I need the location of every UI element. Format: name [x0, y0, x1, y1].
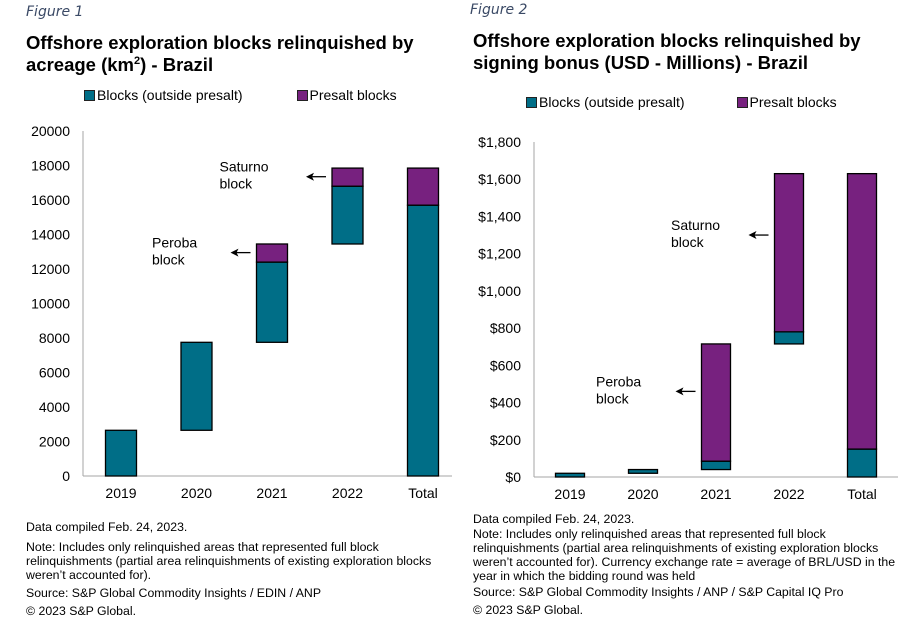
y-tick-label: 10000 — [31, 296, 70, 312]
y-tick-label: 16000 — [31, 192, 70, 208]
annotation-label: block — [152, 252, 186, 268]
bar-presalt-2021 — [700, 343, 732, 462]
note-data-compiled: Data compiled Feb. 24, 2023. — [473, 512, 635, 526]
figure-1-panel: Figure 1 Offshore exploration blocks rel… — [26, 4, 452, 618]
legend-label: Blocks (outside presalt) — [97, 87, 243, 103]
x-tick-label: 2022 — [332, 485, 363, 501]
bar-blocks-2019 — [554, 472, 586, 478]
bar-blocks-2019 — [104, 429, 138, 477]
legend-item-blocks: Blocks (outside presalt) — [526, 94, 685, 110]
x-tick-label: 2021 — [700, 486, 731, 502]
chart-legend: Blocks (outside presalt) Presalt blocks — [84, 87, 397, 103]
legend-item-blocks: Blocks (outside presalt) — [84, 87, 243, 103]
x-tick-label: 2019 — [554, 486, 585, 502]
legend-label: Presalt blocks — [309, 87, 397, 103]
note-data-compiled: Data compiled Feb. 24, 2023. — [26, 520, 188, 534]
signing-bonus-chart: $0 $200 $400 $600 $800 $1,000 $1,200 $1,400 $1,6… — [478, 134, 898, 502]
note-copyright: © 2023 S&P Global. — [473, 603, 584, 617]
y-tick-label: 6000 — [39, 365, 70, 381]
y-tick-label: 4000 — [39, 399, 70, 415]
note-source: Source: S&P Global Commodity Insights / … — [26, 586, 322, 600]
annotation-label: Saturno — [671, 217, 720, 233]
y-tick-label: $1,000 — [478, 283, 521, 299]
x-tick-label: 2022 — [773, 486, 804, 502]
annotation-arrow-head-icon — [748, 231, 757, 240]
annotation-label: Peroba — [152, 235, 197, 251]
chart-title: Offshore exploration blocks relinquished… — [473, 30, 861, 73]
chart-title-superscript: 2 — [133, 55, 141, 67]
annotation-label: Saturno — [220, 159, 269, 175]
annotation-label: block — [596, 390, 630, 406]
legend-swatch-presalt — [296, 89, 308, 101]
y-tick-label: $600 — [490, 357, 521, 373]
y-tick-label: $800 — [490, 320, 521, 336]
note-text: Note: Includes only relinquished areas t… — [473, 527, 896, 583]
annotation-label: block — [671, 234, 705, 250]
y-tick-label: $1,400 — [478, 208, 521, 224]
legend-label: Blocks (outside presalt) — [539, 94, 685, 110]
chart-title-end: ) - Brazil — [140, 54, 214, 75]
bar-blocks-total — [846, 448, 878, 478]
y-tick-label: $400 — [490, 395, 521, 411]
x-tick-label: Total — [847, 486, 877, 502]
y-tick-label: $1,600 — [478, 171, 521, 187]
legend-swatch-blocks — [526, 96, 537, 108]
y-tick-label: 2000 — [39, 434, 70, 450]
annotation-label: Peroba — [596, 373, 641, 389]
bar-blocks-total — [406, 204, 440, 477]
annotation-label: block — [220, 176, 254, 192]
bar-blocks-2020 — [180, 341, 213, 431]
bar-presalt-2022 — [773, 172, 805, 333]
chart-title: Offshore exploration blocks relinquished… — [26, 32, 446, 76]
bar-presalt-total — [406, 167, 440, 206]
bar-blocks-2022 — [331, 185, 364, 245]
chart-legend: Blocks (outside presalt) Presalt blocks — [526, 94, 837, 110]
x-tick-label: 2020 — [627, 486, 658, 502]
x-tick-label: 2020 — [181, 485, 212, 501]
bar-blocks-2020 — [627, 468, 659, 474]
y-tick-label: 8000 — [39, 330, 70, 346]
legend-swatch-blocks — [84, 89, 95, 101]
chart-notes: Data compiled Feb. 24, 2023. Note: Inclu… — [26, 520, 466, 618]
x-tick-label: 2021 — [256, 485, 287, 501]
figure-2-panel: Figure 2 Offshore exploration blocks rel… — [460, 0, 898, 640]
legend-swatch-presalt — [736, 96, 748, 108]
bar-presalt-total — [846, 172, 878, 450]
annotation-arrow-head-icon — [306, 172, 314, 181]
acreage-chart: 0 2000 4000 6000 8000 10000 12000 14000 16000 180… — [31, 123, 452, 501]
x-tick-label: Total — [408, 485, 438, 501]
y-tick-label: $0 — [505, 469, 521, 485]
legend-label: Presalt blocks — [749, 94, 837, 110]
annotation-arrow-head-icon — [230, 248, 239, 257]
legend-item-presalt: Presalt blocks — [736, 94, 837, 110]
note-copyright: © 2023 S&P Global. — [26, 604, 137, 618]
chart-title-main: Offshore exploration blocks relinquished… — [26, 32, 414, 75]
bar-presalt-2021 — [255, 243, 289, 263]
bar-blocks-2021 — [700, 460, 732, 471]
chart-notes: Data compiled Feb. 24, 2023. Note: Inclu… — [473, 512, 898, 617]
annotation-arrow-head-icon — [675, 387, 684, 396]
y-tick-label: $1,800 — [478, 134, 521, 150]
y-tick-label: $1,200 — [478, 246, 521, 262]
bar-presalt-2022 — [331, 167, 364, 187]
x-tick-label: 2019 — [105, 485, 136, 501]
figure-label: Figure 1 — [26, 4, 84, 20]
y-tick-label: 12000 — [31, 261, 70, 277]
note-source: Source: S&P Global Commodity Insights / … — [473, 585, 844, 599]
y-tick-label: 0 — [62, 468, 70, 484]
legend-item-presalt: Presalt blocks — [296, 87, 397, 103]
note-text: Note: Includes only relinquished areas t… — [26, 540, 432, 582]
y-tick-label: $200 — [490, 432, 521, 448]
figure-label: Figure 2 — [470, 2, 528, 18]
y-tick-label: 20000 — [31, 123, 70, 139]
y-tick-label: 18000 — [31, 158, 70, 174]
bar-blocks-2021 — [255, 261, 289, 343]
bar-blocks-2022 — [773, 331, 805, 345]
y-tick-label: 14000 — [31, 227, 70, 243]
